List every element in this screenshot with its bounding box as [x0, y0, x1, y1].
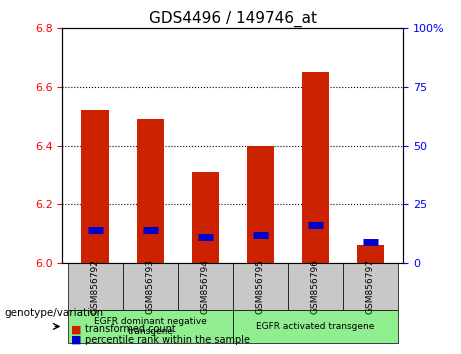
Text: GSM856796: GSM856796	[311, 259, 320, 314]
Text: GSM856792: GSM856792	[91, 259, 100, 314]
Bar	[136, 119, 164, 263]
Text: GSM856793: GSM856793	[146, 259, 155, 314]
Text: GSM856794: GSM856794	[201, 259, 210, 314]
Text: ■: ■	[71, 335, 82, 345]
Bar	[301, 72, 329, 263]
Bar	[233, 309, 398, 343]
Text: EGFR activated transgene: EGFR activated transgene	[256, 322, 374, 331]
Bar	[123, 263, 178, 309]
Text: GSM856795: GSM856795	[256, 259, 265, 314]
Bar	[68, 263, 123, 309]
Text: ■: ■	[71, 324, 82, 334]
Title: GDS4496 / 149746_at: GDS4496 / 149746_at	[149, 11, 317, 27]
Bar	[357, 245, 384, 263]
Bar	[82, 110, 109, 263]
Bar	[343, 263, 398, 309]
Bar	[191, 172, 219, 263]
Text: percentile rank within the sample: percentile rank within the sample	[85, 335, 250, 345]
Bar	[288, 263, 343, 309]
Text: genotype/variation: genotype/variation	[5, 308, 104, 318]
Text: transformed count: transformed count	[85, 324, 176, 334]
Bar	[178, 263, 233, 309]
Bar	[247, 145, 274, 263]
Text: EGFR dominant negative
transgene: EGFR dominant negative transgene	[94, 317, 207, 336]
Bar	[233, 263, 288, 309]
Bar	[68, 309, 233, 343]
Text: GSM856797: GSM856797	[366, 259, 375, 314]
